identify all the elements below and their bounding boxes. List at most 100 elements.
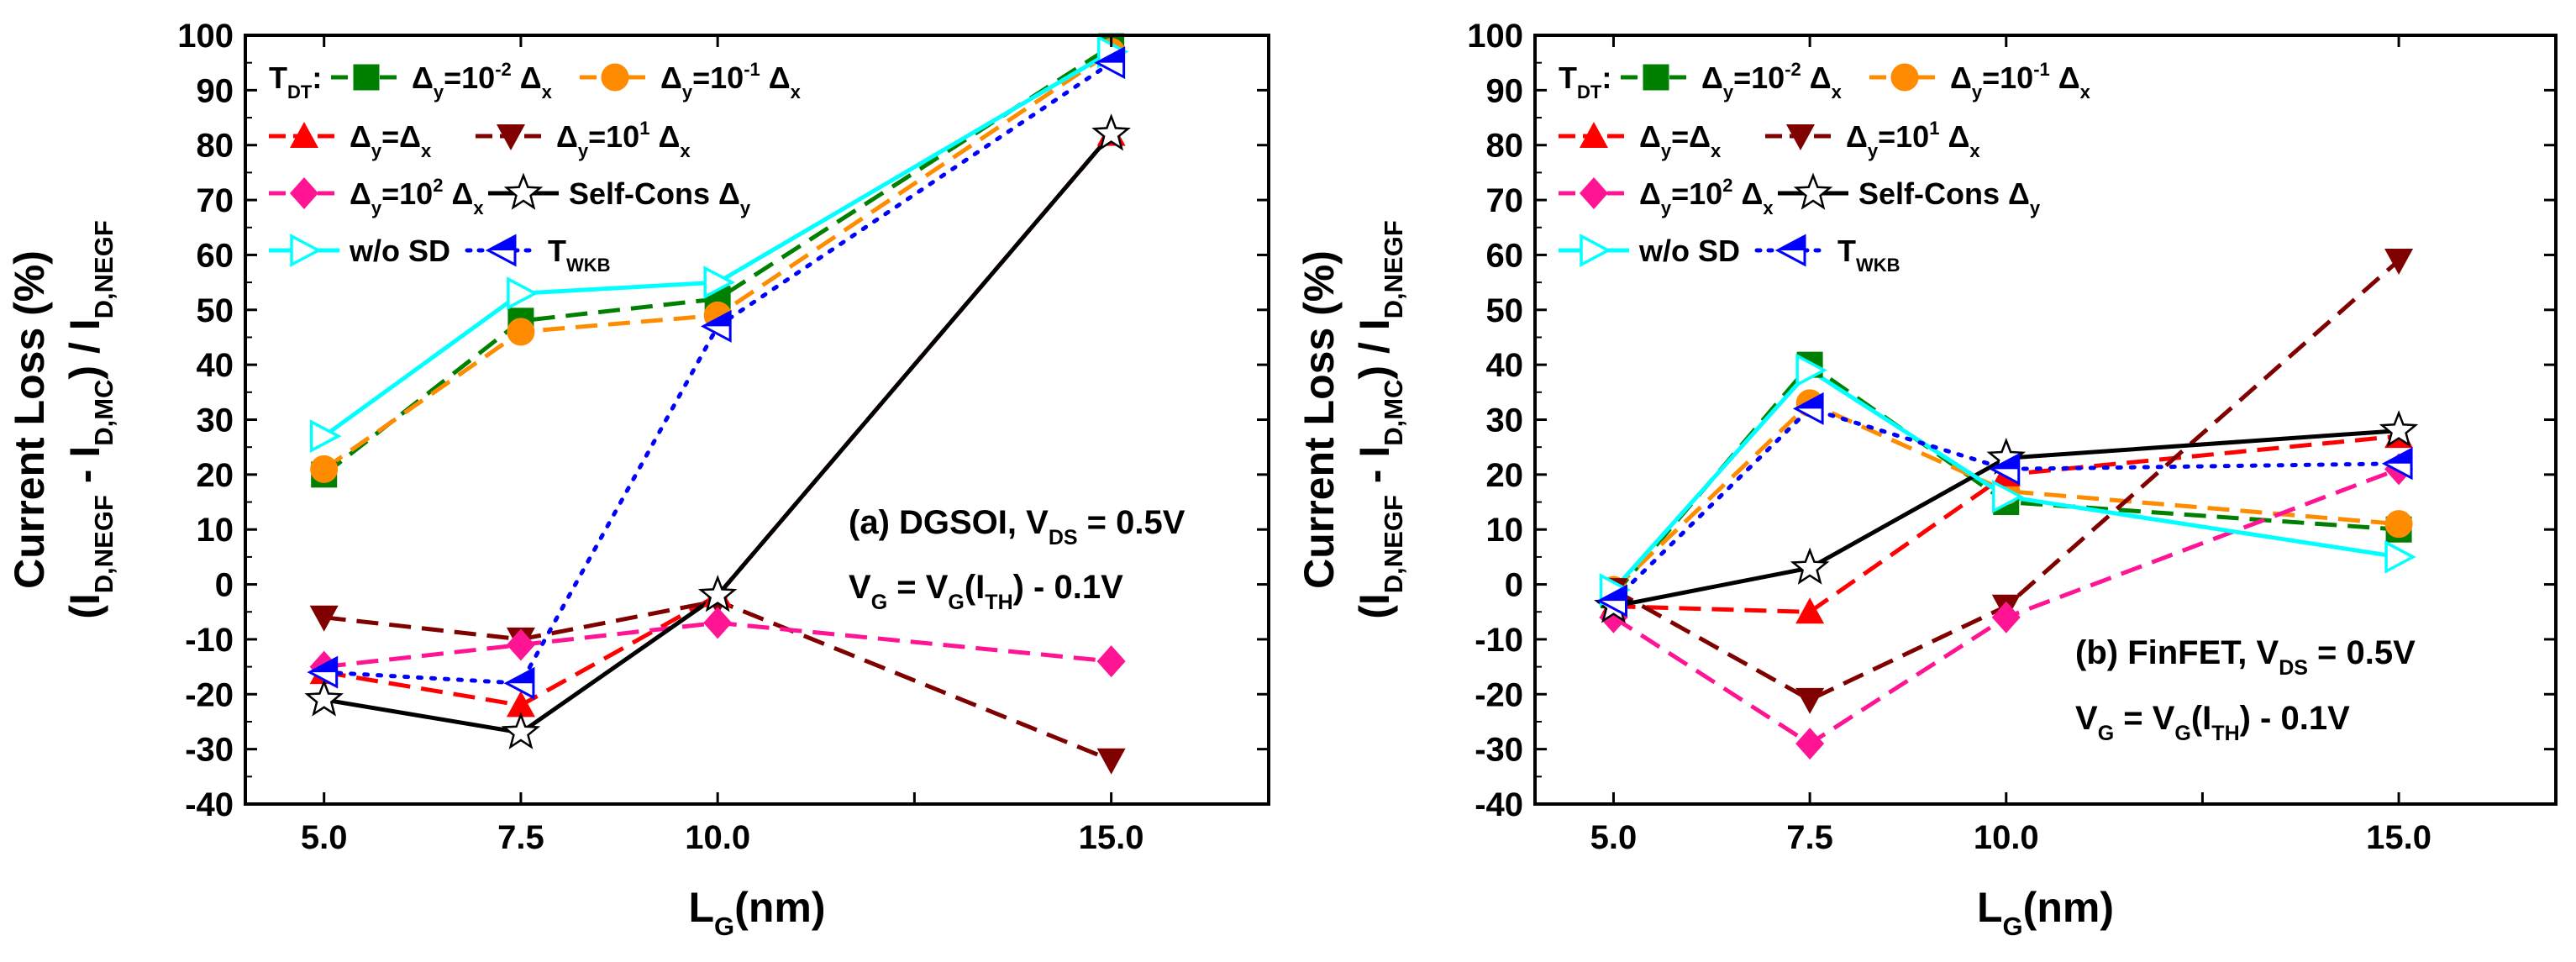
- legend-marker-b-0: [1643, 64, 1669, 91]
- legend-label-a-3: Δy=101 Δx: [556, 118, 691, 161]
- y-tick-label-b-7: 30: [1486, 402, 1524, 439]
- y-axis-label-bottom-b: (ID,NEGF - ID,MC) / ID,NEGF: [1351, 220, 1408, 619]
- x-tick-label-b-0: 5.0: [1590, 819, 1638, 856]
- legend-marker-a-2: [290, 122, 318, 148]
- data-point-a-6-0: [309, 419, 342, 454]
- legend-label-a-6: w/o SD: [349, 234, 450, 268]
- y-tick-label-a-9: 50: [197, 292, 234, 329]
- data-point-a-4-1: [506, 628, 535, 661]
- legend-label-b-2: Δy=Δx: [1639, 119, 1722, 161]
- y-tick-label-b-12: 80: [1486, 128, 1524, 165]
- data-point-b-1-3: [2384, 510, 2413, 539]
- y-tick-label-a-11: 70: [197, 182, 234, 219]
- y-tick-label-b-0: -40: [1475, 786, 1523, 823]
- y-tick-label-b-8: 40: [1486, 347, 1524, 384]
- legend-label-a-1: Δy=10-1 Δx: [660, 59, 802, 103]
- legend-marker-a-0: [353, 64, 380, 91]
- legend-label-a-4: Δy=102 Δx: [350, 175, 484, 218]
- series-line-b-7: [1611, 406, 2401, 603]
- data-point-b-4-2: [1991, 601, 2021, 633]
- data-point-b-7-3-half: [2384, 449, 2412, 464]
- data-point-b-7-1-half: [1795, 394, 1823, 409]
- series-line-a-5: [323, 132, 1113, 735]
- data-point-a-7-0-half: [309, 658, 337, 673]
- legend-marker-a-7: [485, 234, 517, 267]
- legend-marker-b-6: [1580, 234, 1611, 267]
- y-tick-label-a-2: -20: [185, 676, 234, 713]
- series-line-b-4: [1612, 466, 2400, 747]
- y-tick-label-a-3: -10: [185, 622, 234, 659]
- legend-a: TDT: Δy=10-2 Δx Δy=10-1 Δx Δy=Δx Δy=101 Δx Δy…: [269, 59, 802, 276]
- data-point-b-7-2-half: [1991, 455, 2019, 470]
- legend-marker-a-7-half: [488, 236, 515, 250]
- y-axis-label-top-b: Current Loss (%): [1296, 250, 1343, 589]
- series-line-b-2: [1613, 434, 2400, 614]
- data-point-b-7-1: [1792, 392, 1824, 425]
- data-point-b-2-1: [1795, 597, 1825, 624]
- legend-marker-a-4: [290, 177, 318, 209]
- series-line-b-1: [1611, 400, 2400, 591]
- x-tick-label-a-2: 10.0: [685, 819, 750, 856]
- data-point-a-7-3-half: [1096, 48, 1124, 63]
- data-point-a-7-2-half: [703, 312, 731, 327]
- y-tick-label-a-10: 60: [197, 237, 234, 274]
- data-point-a-6-2: [703, 265, 735, 300]
- legend-label-b-3: Δy=101 Δx: [1846, 118, 1980, 161]
- y-tick-label-b-4: 0: [1505, 567, 1523, 604]
- data-point-a-7-1-half: [506, 669, 534, 684]
- legend-marker-b-2: [1580, 122, 1608, 148]
- legend-label-b-4: Δy=102 Δx: [1639, 175, 1774, 218]
- data-point-b-6-3: [2384, 539, 2416, 574]
- series-line-a-0: [323, 44, 1112, 476]
- chart-panel-a: -40 -30 -20 -10 0 10 20 30 40 50 60 70 80 90 100 5.0 7.5…: [6, 18, 1270, 941]
- legend-label-b-6: w/o SD: [1638, 234, 1740, 268]
- data-point-b-5-1: [1790, 547, 1830, 585]
- x-tick-label-b-3: 15.0: [2366, 819, 2431, 856]
- data-point-a-6-1: [507, 276, 539, 311]
- x-tick-label-b-2: 10.0: [1974, 819, 2039, 856]
- y-tick-label-b-10: 60: [1486, 237, 1524, 274]
- data-point-b-6-1: [1795, 353, 1827, 387]
- legend-marker-a-6: [290, 234, 322, 267]
- legend-b: TDT: Δy=10-2 Δx Δy=10-1 Δx Δy=Δx Δy=101 Δx Δy…: [1559, 59, 2091, 276]
- annotation-condition-b: (b) FinFET, VDS = 0.5V: [2075, 634, 2416, 680]
- data-point-b-3-1: [1795, 687, 1825, 714]
- x-axis-label-b: LG(nm): [1977, 884, 2114, 941]
- data-point-a-5-1: [501, 712, 541, 749]
- y-axis-label-bottom-a: (ID,NEGF - ID,MC) / ID,NEGF: [61, 220, 118, 619]
- legend-prefix-a: TDT:: [269, 60, 322, 103]
- y-tick-label-b-5: 10: [1486, 512, 1524, 549]
- legend-marker-b-1: [1890, 63, 1919, 92]
- data-point-a-4-3: [1096, 645, 1126, 678]
- legend-label-a-7: TWKB: [548, 234, 611, 276]
- series-line-a-6: [323, 50, 1112, 439]
- data-point-b-4-1: [1795, 728, 1825, 760]
- data-point-a-1-0: [310, 455, 339, 483]
- legend-marker-b-4: [1580, 177, 1608, 209]
- y-tick-label-b-13: 90: [1486, 72, 1524, 109]
- y-axis-label-top-a: Current Loss (%): [6, 250, 53, 589]
- y-tick-label-a-14: 100: [177, 18, 234, 55]
- series-line-a-4: [323, 620, 1112, 670]
- series-line-a-1: [323, 50, 1112, 471]
- y-tick-label-b-2: -20: [1475, 676, 1523, 713]
- data-point-b-6-2: [1992, 480, 2024, 513]
- legend-label-b-7: TWKB: [1837, 234, 1900, 276]
- data-point-a-4-2: [703, 607, 733, 639]
- y-tick-label-a-1: -30: [185, 732, 234, 769]
- data-point-a-1-1: [507, 318, 535, 346]
- legend-marker-b-7: [1774, 234, 1806, 267]
- series-line-b-5: [1613, 428, 2400, 609]
- data-point-a-7-1: [503, 666, 535, 700]
- legend-label-b-5: Self-Cons Δy: [1858, 176, 2041, 218]
- series-line-b-6: [1611, 367, 2400, 591]
- data-point-b-7-3: [2381, 447, 2413, 481]
- data-point-a-5-3: [1091, 113, 1131, 151]
- y-tick-label-b-3: -10: [1475, 622, 1523, 659]
- y-tick-label-b-1: -30: [1475, 732, 1523, 769]
- data-point-a-7-0: [307, 655, 339, 689]
- annotation-condition-a: (a) DGSOI, VDS = 0.5V: [849, 504, 1185, 549]
- data-point-a-7-3: [1094, 46, 1126, 80]
- y-tick-label-a-0: -40: [185, 786, 234, 823]
